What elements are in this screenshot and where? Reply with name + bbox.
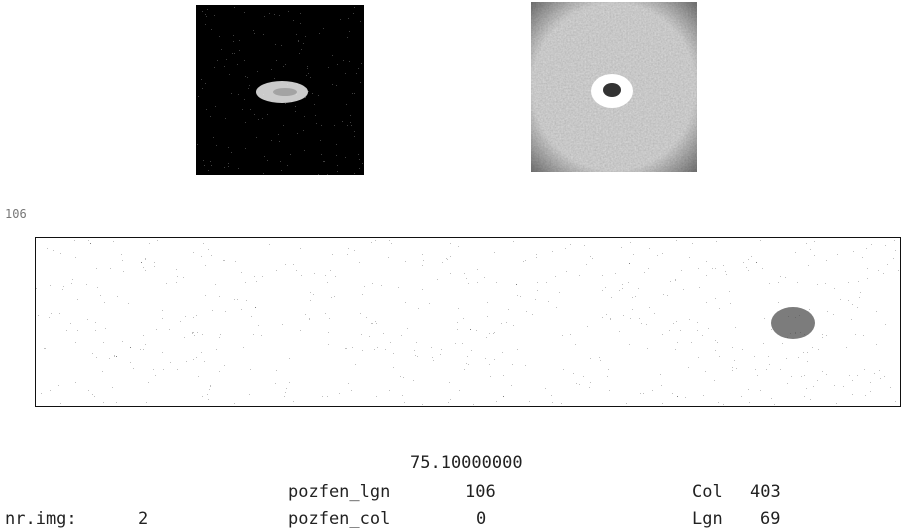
field-label: Lgn	[692, 509, 723, 528]
field-value: 403	[750, 482, 781, 502]
ring-center	[603, 83, 621, 97]
field-label: nr.img:	[5, 509, 77, 528]
result-value: 75.10000000	[410, 453, 523, 473]
field-label: Col	[692, 482, 723, 502]
strip-blob	[771, 307, 815, 339]
strip-border	[35, 237, 901, 407]
image-filtered	[531, 2, 697, 172]
strip-noise	[35, 237, 901, 407]
field-value: 106	[465, 482, 496, 502]
field-value: 2	[138, 509, 148, 528]
image-strip	[35, 237, 901, 407]
blob-core	[273, 88, 297, 96]
field-label: pozfen_col	[288, 509, 390, 528]
field-label: pozfen_lgn	[288, 482, 390, 502]
strip-label: 106	[5, 207, 27, 221]
field-value: 0	[476, 509, 486, 528]
image-noisy	[196, 5, 364, 175]
field-value: 69	[760, 509, 780, 528]
